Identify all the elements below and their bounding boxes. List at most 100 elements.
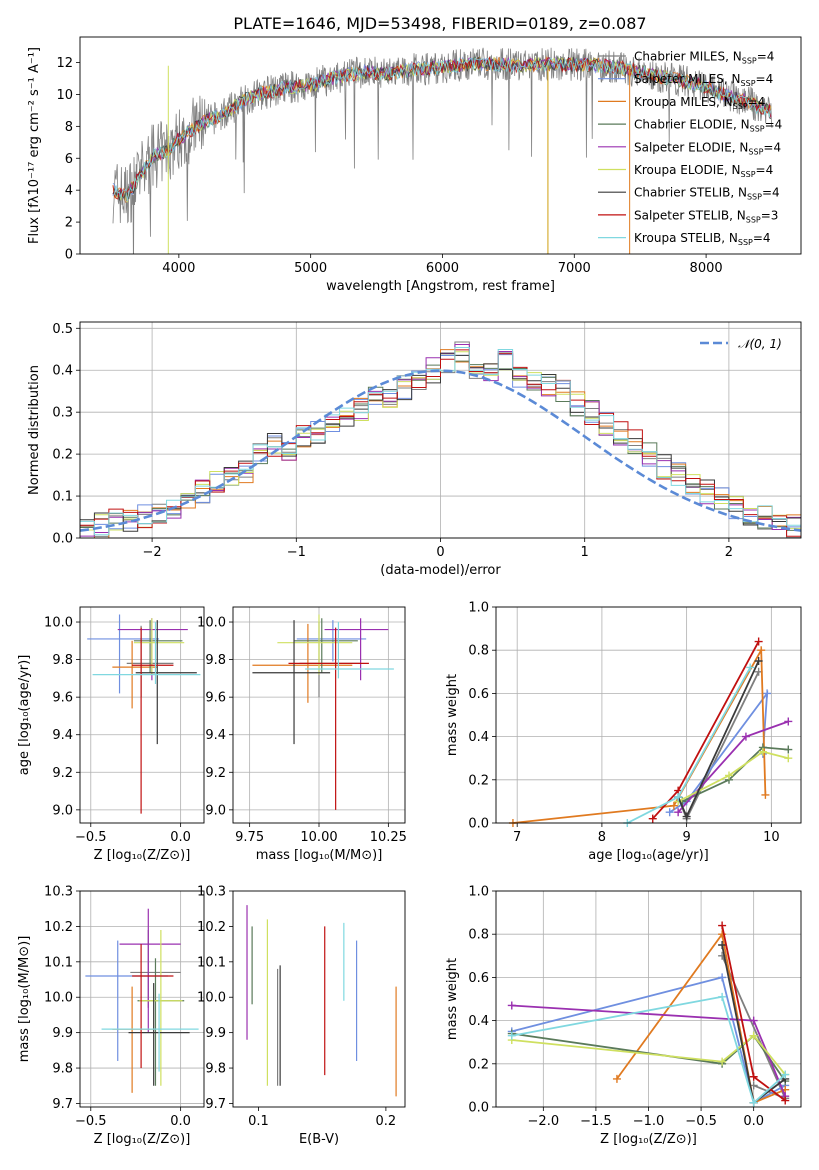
weight-marker [749, 1098, 758, 1107]
weight-marker [784, 754, 793, 763]
legend-subscript: SSP [750, 125, 765, 134]
weight-marker [718, 941, 727, 949]
y-tick-label: 9.2 [205, 766, 226, 781]
x-tick-label: 0.0 [170, 1114, 191, 1129]
y-tick-label: 10.3 [44, 885, 73, 900]
x-tick-label: −0.5 [75, 1114, 107, 1129]
y-tick-label: 9.4 [205, 728, 226, 743]
legend-subscript: SSP [748, 147, 763, 156]
panel-age-vs-Z: −0.5 0.0 9.0 9.2 9.4 9.6 9.8 10.0 Z [log₁₀(Z/Z⊙)… [17, 606, 205, 863]
x-tick-label: 9 [682, 830, 690, 845]
weight-marker [718, 973, 727, 982]
weight-marker [682, 812, 691, 821]
x-tick-label: −2 [143, 545, 162, 560]
x-tick-label: 6000 [426, 261, 459, 276]
y-tick-label: 0.8 [468, 644, 489, 659]
x-tick-label: 7000 [558, 261, 591, 276]
y-tick-label: 10.2 [44, 920, 73, 935]
weight-marker [761, 790, 770, 799]
y-tick-label: 0.0 [52, 532, 73, 547]
weight-marker [749, 1072, 758, 1081]
weight-marker [784, 717, 793, 726]
y-tick-label: 1.0 [468, 885, 489, 900]
legend-label: Salpeter STELIB, NSSP=3 [634, 208, 778, 224]
y-tick-label: 0.6 [468, 687, 489, 702]
legend-value: =4 [765, 118, 783, 132]
legend-subscript: SSP [738, 238, 753, 247]
y-tick-label: 10.0 [197, 616, 226, 631]
y-tick-label: 0.8 [468, 928, 489, 943]
weight-marker [741, 732, 750, 741]
y-tick-label: 0.3 [52, 406, 73, 421]
panel-spectrum: 4000 5000 6000 7000 8000 0 2 4 6 8 10 12 wavelength … [27, 36, 802, 294]
weight-marker [674, 793, 683, 802]
x-tick-label: −1.0 [633, 1114, 665, 1129]
panel-weight-vs-age: 7 8 9 10 0.0 0.2 0.4 0.6 0.8 1.0 age [log₁₀(age/yr… [445, 601, 802, 863]
figure-title: PLATE=1646, MJD=53498, FIBERID=0189, z=0… [233, 14, 646, 33]
y-tick-label: 0.2 [468, 1057, 489, 1072]
x-tick-label: 8000 [690, 261, 723, 276]
weight-marker [669, 801, 678, 810]
gaussian-curve [79, 369, 802, 532]
panel-weight-vs-Z: −2.0 −1.5 −1.0 −0.5 0.0 0.0 0.2 0.4 0.6 0.8 1.0 Z [… [445, 885, 802, 1147]
y-tick-label: 9.8 [205, 653, 226, 668]
legend-subscript: SSP [747, 193, 762, 202]
panel-age-vs-mass: 9.75 10.00 10.25 9.0 9.2 9.4 9.6 9.8 10.0 mass [l… [197, 606, 407, 863]
x-axis-label: E(B-V) [299, 1132, 339, 1147]
x-tick-label: 10.00 [300, 830, 337, 845]
y-axis-label: mass weight [445, 958, 460, 1040]
y-tick-label: 9.9 [205, 1026, 226, 1041]
legend-value: =4 [756, 72, 774, 86]
y-tick-label: 6 [65, 152, 73, 167]
weight-line [677, 750, 789, 803]
weight-marker [754, 637, 763, 646]
panel-mass-vs-Z: −0.5 0.0 9.7 9.8 9.9 10.0 10.1 10.2 10.3 Z [log₁₀… [17, 885, 205, 1147]
legend-label: 𝒩(0, 1) [738, 337, 782, 351]
y-tick-label: 0.4 [468, 1014, 489, 1029]
x-tick-label: −1 [287, 545, 306, 560]
x-tick-label: 0.0 [743, 1114, 764, 1129]
weight-line [652, 641, 760, 820]
y-tick-label: 9.6 [52, 691, 73, 706]
weight-line [511, 995, 786, 1105]
weight-marker [757, 646, 766, 655]
weight-marker [781, 1070, 790, 1079]
legend-value: =4 [748, 95, 766, 109]
weight-marker [749, 1016, 758, 1025]
legend-value: =4 [756, 163, 774, 177]
x-tick-label: 1 [581, 545, 589, 560]
x-tick-label: −0.5 [75, 830, 107, 845]
x-tick-label: 0.0 [170, 830, 191, 845]
y-tick-label: 8 [65, 120, 73, 135]
legend-subscript: SSP [746, 215, 761, 224]
y-tick-label: 10.0 [44, 616, 73, 631]
x-tick-label: 0.2 [376, 1114, 397, 1129]
weight-marker [746, 663, 755, 672]
weight-marker [612, 1074, 621, 1083]
weight-marker [665, 808, 674, 817]
y-tick-label: 2 [65, 216, 73, 231]
axes-frame [79, 890, 205, 1108]
weight-marker [781, 1096, 790, 1105]
x-tick-label: 7 [513, 830, 521, 845]
axes-frame [232, 890, 406, 1108]
x-tick-label: 8 [598, 830, 606, 845]
panel-mass-vs-ebv: 0.1 0.2 9.7 9.8 9.9 10.0 10.1 10.2 10.3 E(B-V) [197, 885, 406, 1147]
legend-label: Chabrier STELIB, NSSP=4 [634, 186, 780, 202]
y-tick-label: 9.8 [52, 653, 73, 668]
weight-line [669, 690, 769, 813]
weight-marker [718, 921, 727, 930]
weight-marker [718, 992, 727, 1001]
weight-marker [749, 1031, 758, 1040]
y-tick-label: 10.0 [197, 991, 226, 1006]
y-tick-label: 0.4 [52, 364, 73, 379]
y-tick-label: 9.9 [52, 1026, 73, 1041]
y-tick-label: 9.2 [52, 766, 73, 781]
y-tick-label: 9.0 [205, 803, 226, 818]
y-tick-label: 0.0 [468, 817, 489, 832]
x-tick-label: 0.1 [248, 1114, 269, 1129]
legend-value: =3 [761, 208, 779, 222]
axes-frame [495, 606, 802, 824]
spectrum-model-line [112, 56, 772, 200]
